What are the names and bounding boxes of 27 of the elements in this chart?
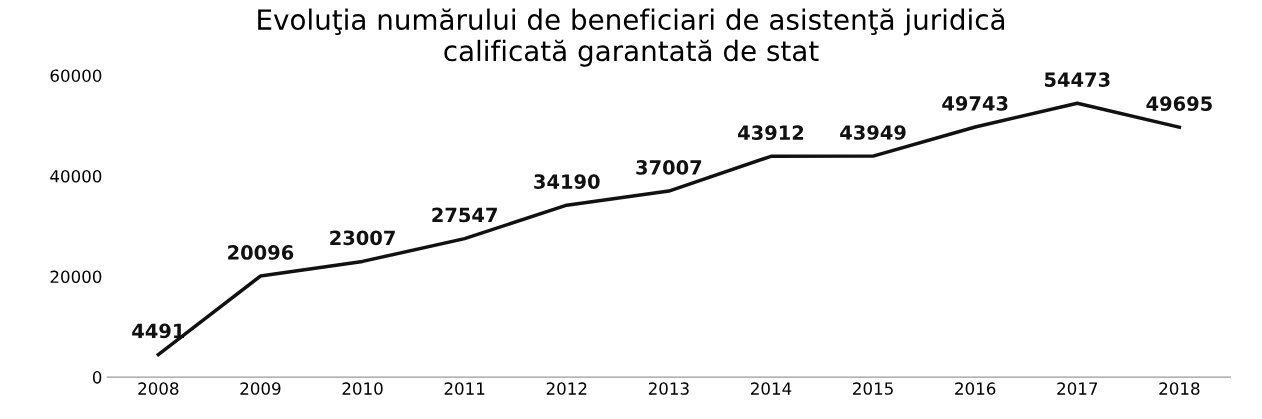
y-tick-label: 60000 [50,69,102,82]
x-tick-label: 2012 [546,382,587,395]
x-tick-label: 2010 [342,382,383,395]
y-tick-label: 20000 [50,270,102,284]
data-label: 37007 [636,160,702,175]
x-tick-label: 2008 [138,382,179,395]
x-tick-label: 2017 [1057,382,1098,395]
data-label: 4491 [132,323,185,339]
x-tick-label: 2014 [750,382,792,395]
x-tick-label: 2013 [648,382,689,395]
data-label: 43912 [738,125,804,141]
data-label: 34190 [534,174,600,189]
y-tick-label: 0 [92,371,102,384]
data-label: 43949 [840,125,906,140]
x-tick-label: 2009 [240,382,281,395]
data-label: 54473 [1044,72,1110,87]
x-tick-label: 2015 [853,382,893,395]
x-tick-label: 2018 [1159,382,1200,395]
data-label: 27547 [432,207,497,223]
data-label: 49695 [1146,96,1212,111]
y-tick-label: 40000 [50,169,102,183]
data-label: 20096 [228,245,294,260]
data-label: 49743 [942,96,1008,111]
x-tick-label: 2011 [444,382,485,395]
data-label: 23007 [330,230,395,246]
chart-title: Evoluţia numărului de beneficiari de asistenţă juridică calificată garantată de stat [258,8,1005,67]
x-tick-label: 2016 [955,382,996,395]
